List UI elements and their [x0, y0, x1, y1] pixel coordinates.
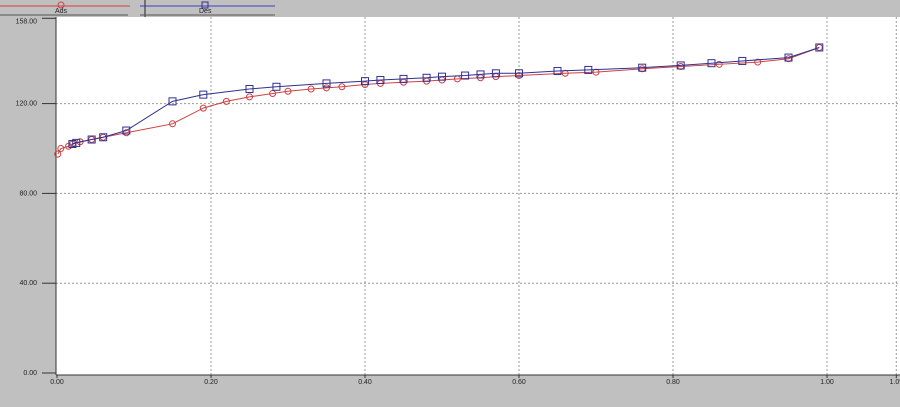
y-tick-label: 120.00 [16, 101, 38, 108]
data-point [754, 58, 762, 66]
data-point [438, 72, 446, 81]
data-point [87, 135, 96, 144]
data-point [307, 85, 315, 93]
data-point [584, 65, 593, 74]
x-tick-label: 0.60 [512, 379, 526, 386]
data-point [784, 53, 793, 62]
data-point [676, 61, 685, 70]
x-tick-label: 0.40 [358, 379, 372, 386]
data-point [322, 79, 331, 88]
y-tick-label: 80.00 [19, 190, 37, 197]
data-point [738, 56, 747, 65]
data-point [284, 87, 292, 95]
x-tick-label: 0.20 [204, 379, 218, 386]
data-point [245, 85, 254, 94]
data-point [57, 145, 65, 152]
data-point [122, 126, 131, 135]
x-tick-label: 0.80 [666, 379, 680, 386]
data-point [491, 69, 500, 78]
legend-des-marker [201, 1, 209, 9]
data-point [515, 69, 523, 78]
data-point [222, 97, 230, 105]
data-point [323, 84, 330, 92]
data-point [72, 138, 81, 147]
series-line [72, 46, 820, 145]
data-point [553, 67, 562, 76]
data-point [54, 150, 62, 158]
y-tick-label: 158.00 [16, 18, 38, 25]
data-point [199, 104, 207, 112]
data-point [169, 120, 176, 128]
data-point [399, 74, 408, 83]
data-point [99, 133, 108, 142]
data-point [272, 82, 281, 91]
x-tick-label: 1.00 [820, 379, 834, 386]
data-point [361, 77, 369, 86]
data-point [246, 93, 253, 101]
x-tick-label: 1.09 [889, 379, 900, 386]
y-tick-label: 40.00 [19, 280, 37, 287]
data-point [461, 71, 470, 80]
data-point [715, 60, 723, 68]
y-tick-label: 0.00 [23, 370, 37, 377]
data-point [422, 73, 431, 82]
data-point [707, 59, 716, 68]
series-des [68, 43, 824, 149]
data-point [168, 97, 177, 106]
data-point [338, 83, 346, 91]
data-point [376, 76, 385, 85]
legend-ads-label: Ads [55, 8, 68, 15]
data-point [638, 63, 647, 72]
x-tick-label: 0.00 [50, 379, 64, 386]
data-point [476, 70, 485, 79]
data-point [199, 90, 208, 99]
legend-ads-marker [57, 1, 65, 9]
data-point [815, 43, 824, 52]
legend-des-label: Des [199, 8, 212, 15]
legend[interactable]: Ads Des [0, 0, 275, 17]
